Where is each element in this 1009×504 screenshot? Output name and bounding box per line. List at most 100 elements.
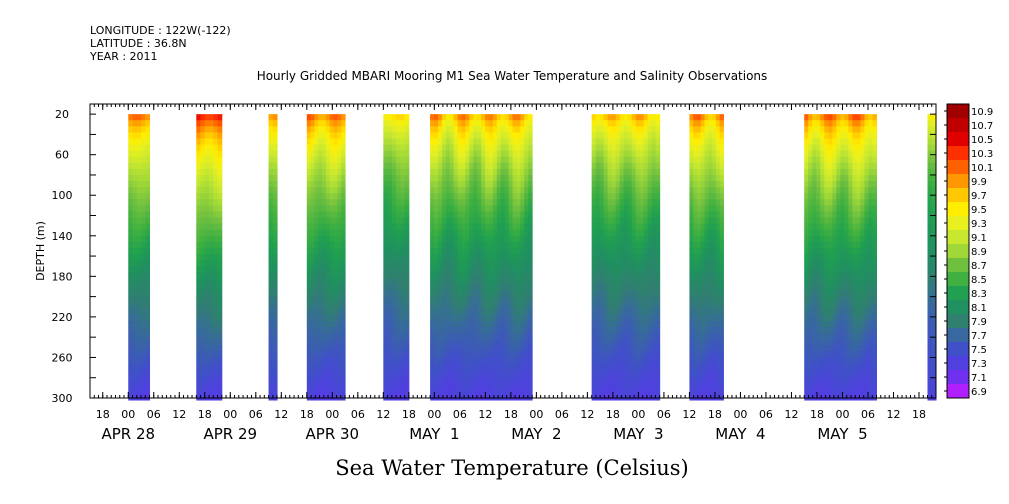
data-cell	[607, 247, 613, 255]
data-cell	[430, 290, 435, 298]
data-cell	[209, 381, 214, 389]
data-cell	[145, 211, 151, 219]
data-cell	[812, 229, 817, 237]
data-cell	[209, 363, 214, 371]
data-cell	[383, 150, 389, 158]
data-cell	[337, 120, 342, 127]
data-cell	[712, 254, 717, 261]
data-cell	[488, 260, 494, 267]
data-cell	[141, 363, 146, 371]
data-cell	[200, 235, 206, 243]
data-cell	[387, 357, 393, 365]
data-cell	[599, 302, 605, 310]
data-cell	[453, 302, 459, 310]
data-cell	[217, 314, 223, 322]
data-cell	[931, 369, 937, 377]
data-cell	[868, 327, 873, 334]
data-cell	[145, 345, 151, 352]
data-cell	[808, 211, 813, 219]
data-cell	[607, 126, 613, 133]
data-cell	[643, 260, 649, 267]
data-cell	[712, 150, 717, 158]
data-cell	[449, 266, 455, 273]
data-cell	[337, 357, 342, 365]
data-cell	[864, 199, 869, 206]
data-cell	[213, 174, 219, 182]
data-cell	[635, 162, 641, 170]
data-cell	[631, 241, 637, 249]
data-cell	[434, 387, 439, 395]
data-cell	[619, 345, 625, 352]
data-cell	[832, 199, 837, 206]
data-cell	[213, 247, 219, 255]
data-cell	[591, 308, 597, 316]
data-cell	[337, 345, 342, 352]
data-cell	[689, 235, 694, 243]
data-cell	[931, 138, 937, 146]
data-cell	[524, 193, 529, 200]
data-cell	[445, 296, 451, 304]
data-cell	[132, 284, 138, 292]
data-cell	[488, 333, 494, 340]
data-cell	[516, 296, 521, 304]
data-cell	[128, 199, 134, 206]
data-cell	[213, 241, 219, 249]
data-cell	[488, 393, 494, 401]
data-cell	[272, 138, 278, 146]
data-cell	[145, 357, 151, 365]
data-cell	[441, 308, 447, 316]
data-cell	[322, 120, 327, 127]
data-cell	[481, 156, 486, 164]
data-cell	[689, 357, 694, 365]
data-cell	[856, 375, 861, 383]
data-cell	[712, 375, 717, 383]
data-cell	[860, 156, 865, 164]
data-cell	[595, 235, 601, 243]
data-cell	[516, 308, 521, 316]
data-cell	[836, 150, 841, 158]
data-cell	[655, 333, 661, 340]
data-cell	[430, 217, 435, 225]
data-cell	[655, 181, 661, 188]
data-cell	[651, 156, 657, 164]
data-cell	[856, 284, 861, 292]
data-cell	[639, 138, 645, 146]
data-cell	[485, 369, 490, 377]
data-cell	[651, 381, 657, 389]
data-cell	[400, 120, 406, 127]
data-cell	[655, 278, 661, 285]
data-cell	[196, 217, 202, 225]
data-cell	[820, 320, 825, 328]
data-cell	[481, 193, 486, 200]
data-cell	[473, 339, 478, 346]
data-cell	[400, 156, 406, 164]
data-cell	[599, 126, 605, 133]
data-cell	[852, 138, 857, 146]
data-cell	[457, 266, 462, 273]
data-cell	[623, 381, 629, 389]
data-cell	[322, 345, 327, 352]
data-cell	[217, 181, 223, 188]
data-cell	[700, 339, 706, 346]
data-cell	[603, 247, 609, 255]
data-cell	[314, 272, 319, 279]
data-cell	[840, 260, 845, 267]
data-cell	[310, 150, 315, 158]
data-cell	[461, 266, 466, 273]
data-cell	[310, 387, 315, 395]
data-cell	[832, 320, 837, 328]
data-cell	[508, 211, 514, 219]
data-cell	[217, 345, 223, 352]
data-cell	[132, 205, 138, 212]
data-cell	[868, 217, 873, 225]
data-cell	[445, 144, 451, 152]
data-cell	[712, 266, 717, 273]
data-cell	[325, 381, 331, 389]
data-cell	[840, 363, 845, 371]
data-cell	[516, 144, 521, 152]
data-cell	[844, 333, 849, 340]
data-cell	[457, 223, 462, 231]
data-cell	[141, 284, 146, 292]
data-cell	[268, 162, 274, 170]
data-cell	[931, 320, 937, 328]
